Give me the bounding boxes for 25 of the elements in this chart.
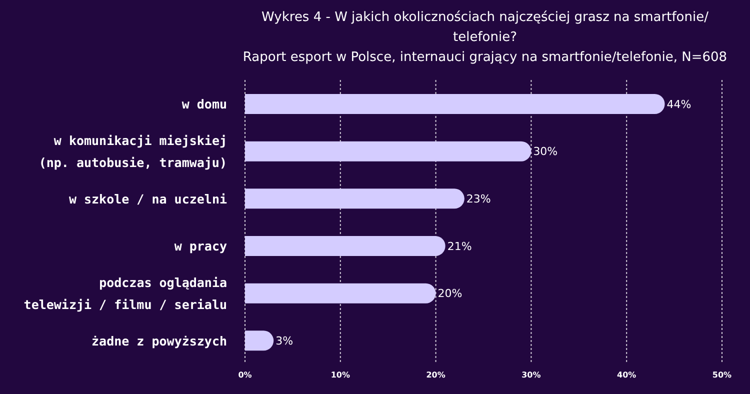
- bar: [245, 236, 446, 256]
- chart-title: Wykres 4 - W jakich okolicznościach najczęściej grasz na smartfonie/ telefonie?: [260, 9, 710, 47]
- data-label: 3%: [276, 334, 294, 348]
- x-tick-label: 50%: [712, 370, 732, 380]
- data-label: 20%: [438, 287, 462, 300]
- x-tick-label: 0%: [238, 370, 252, 380]
- data-label: 44%: [666, 98, 692, 111]
- y-tick-label: w domu: [182, 96, 227, 112]
- y-tick-label: podczas oglądania telewizji / filmu / serialu: [24, 274, 227, 312]
- chart-subtitle: Raport esport w Polsce, internauci grający na smartfonie/telefonie, N=608: [242, 49, 728, 67]
- y-tick-label: żadne z powyższych: [92, 332, 227, 348]
- data-label: 30%: [533, 145, 558, 158]
- data-label: 23%: [466, 192, 491, 206]
- x-tick-label: 20%: [426, 370, 446, 380]
- bar: [245, 141, 532, 162]
- bar: [245, 283, 436, 304]
- x-tick-label: 30%: [522, 370, 541, 380]
- y-tick-label: w komunikacji miejskiej (np. autobusie, tramwaju): [38, 132, 227, 170]
- y-tick-label: w szkole / na uczelni: [68, 190, 228, 206]
- x-tick-label: 10%: [330, 370, 350, 380]
- y-tick-label: w pracy: [174, 238, 228, 254]
- x-tick-label: 40%: [617, 370, 636, 380]
- bar: [245, 188, 464, 209]
- data-label: 21%: [447, 240, 472, 253]
- bar: [245, 94, 665, 114]
